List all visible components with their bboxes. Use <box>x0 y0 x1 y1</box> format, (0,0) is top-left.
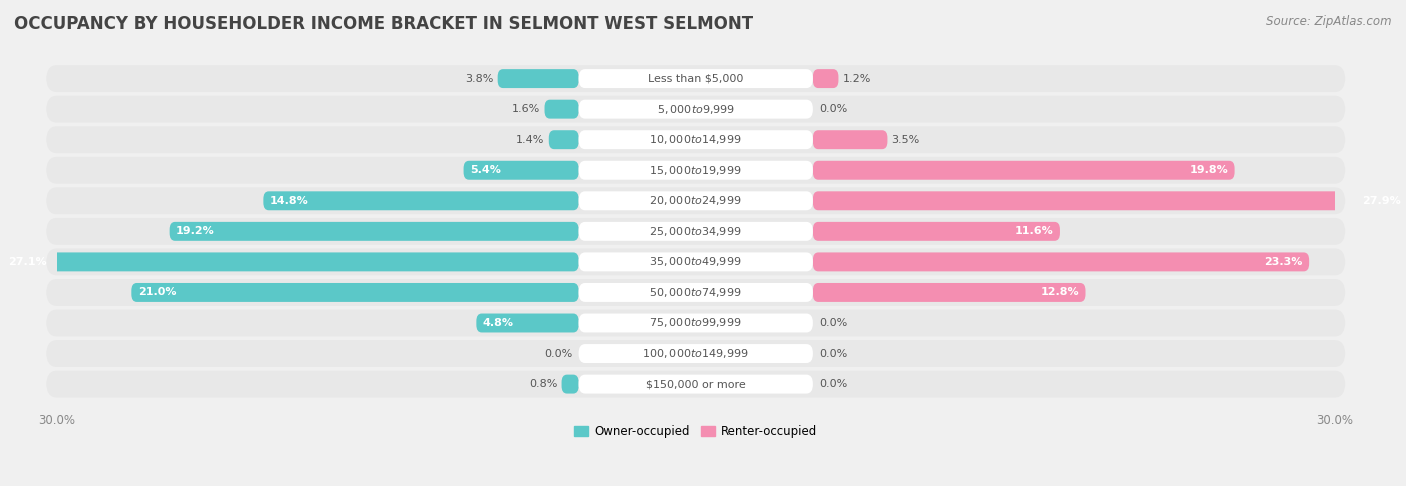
Text: $100,000 to $149,999: $100,000 to $149,999 <box>643 347 749 360</box>
Text: $35,000 to $49,999: $35,000 to $49,999 <box>650 256 742 268</box>
FancyBboxPatch shape <box>46 126 1346 153</box>
FancyBboxPatch shape <box>579 130 813 149</box>
FancyBboxPatch shape <box>46 157 1346 184</box>
FancyBboxPatch shape <box>561 375 579 394</box>
FancyBboxPatch shape <box>813 69 838 88</box>
Text: 0.0%: 0.0% <box>820 348 848 359</box>
FancyBboxPatch shape <box>579 313 813 332</box>
Text: 23.3%: 23.3% <box>1264 257 1303 267</box>
Text: 0.8%: 0.8% <box>529 379 557 389</box>
FancyBboxPatch shape <box>579 222 813 241</box>
FancyBboxPatch shape <box>813 283 1085 302</box>
Text: $150,000 or more: $150,000 or more <box>645 379 745 389</box>
FancyBboxPatch shape <box>46 310 1346 336</box>
FancyBboxPatch shape <box>263 191 579 210</box>
Text: 3.8%: 3.8% <box>465 73 494 84</box>
Legend: Owner-occupied, Renter-occupied: Owner-occupied, Renter-occupied <box>569 420 823 443</box>
FancyBboxPatch shape <box>579 283 813 302</box>
FancyBboxPatch shape <box>579 100 813 119</box>
Text: 0.0%: 0.0% <box>544 348 572 359</box>
Text: 27.9%: 27.9% <box>1362 196 1400 206</box>
Text: 21.0%: 21.0% <box>138 287 176 297</box>
Text: $5,000 to $9,999: $5,000 to $9,999 <box>657 103 735 116</box>
Text: 0.0%: 0.0% <box>820 379 848 389</box>
FancyBboxPatch shape <box>46 218 1346 245</box>
FancyBboxPatch shape <box>813 191 1406 210</box>
FancyBboxPatch shape <box>477 313 579 332</box>
FancyBboxPatch shape <box>813 130 887 149</box>
FancyBboxPatch shape <box>579 252 813 271</box>
FancyBboxPatch shape <box>170 222 579 241</box>
Text: $15,000 to $19,999: $15,000 to $19,999 <box>650 164 742 177</box>
Text: 3.5%: 3.5% <box>891 135 920 145</box>
Text: 27.1%: 27.1% <box>8 257 46 267</box>
FancyBboxPatch shape <box>46 188 1346 214</box>
Text: 1.6%: 1.6% <box>512 104 540 114</box>
FancyBboxPatch shape <box>548 130 579 149</box>
Text: 0.0%: 0.0% <box>820 318 848 328</box>
FancyBboxPatch shape <box>579 191 813 210</box>
Text: Less than $5,000: Less than $5,000 <box>648 73 744 84</box>
Text: 11.6%: 11.6% <box>1015 226 1053 236</box>
FancyBboxPatch shape <box>813 222 1060 241</box>
FancyBboxPatch shape <box>1 252 579 271</box>
Text: Source: ZipAtlas.com: Source: ZipAtlas.com <box>1267 15 1392 28</box>
FancyBboxPatch shape <box>544 100 579 119</box>
FancyBboxPatch shape <box>464 161 579 180</box>
Text: 4.8%: 4.8% <box>482 318 513 328</box>
Text: $75,000 to $99,999: $75,000 to $99,999 <box>650 316 742 330</box>
Text: 14.8%: 14.8% <box>270 196 308 206</box>
FancyBboxPatch shape <box>131 283 579 302</box>
Text: 5.4%: 5.4% <box>470 165 501 175</box>
FancyBboxPatch shape <box>579 344 813 363</box>
Text: 0.0%: 0.0% <box>820 104 848 114</box>
FancyBboxPatch shape <box>579 69 813 88</box>
Text: OCCUPANCY BY HOUSEHOLDER INCOME BRACKET IN SELMONT WEST SELMONT: OCCUPANCY BY HOUSEHOLDER INCOME BRACKET … <box>14 15 754 33</box>
Text: 1.2%: 1.2% <box>842 73 872 84</box>
FancyBboxPatch shape <box>813 252 1309 271</box>
FancyBboxPatch shape <box>579 161 813 180</box>
Text: $25,000 to $34,999: $25,000 to $34,999 <box>650 225 742 238</box>
FancyBboxPatch shape <box>46 248 1346 276</box>
Text: $20,000 to $24,999: $20,000 to $24,999 <box>650 194 742 208</box>
FancyBboxPatch shape <box>46 279 1346 306</box>
Text: $10,000 to $14,999: $10,000 to $14,999 <box>650 133 742 146</box>
Text: 12.8%: 12.8% <box>1040 287 1080 297</box>
Text: 19.8%: 19.8% <box>1189 165 1229 175</box>
FancyBboxPatch shape <box>813 161 1234 180</box>
Text: 19.2%: 19.2% <box>176 226 215 236</box>
Text: $50,000 to $74,999: $50,000 to $74,999 <box>650 286 742 299</box>
Text: 1.4%: 1.4% <box>516 135 544 145</box>
FancyBboxPatch shape <box>46 340 1346 367</box>
FancyBboxPatch shape <box>46 65 1346 92</box>
FancyBboxPatch shape <box>579 375 813 394</box>
FancyBboxPatch shape <box>46 371 1346 398</box>
FancyBboxPatch shape <box>46 96 1346 122</box>
FancyBboxPatch shape <box>498 69 579 88</box>
